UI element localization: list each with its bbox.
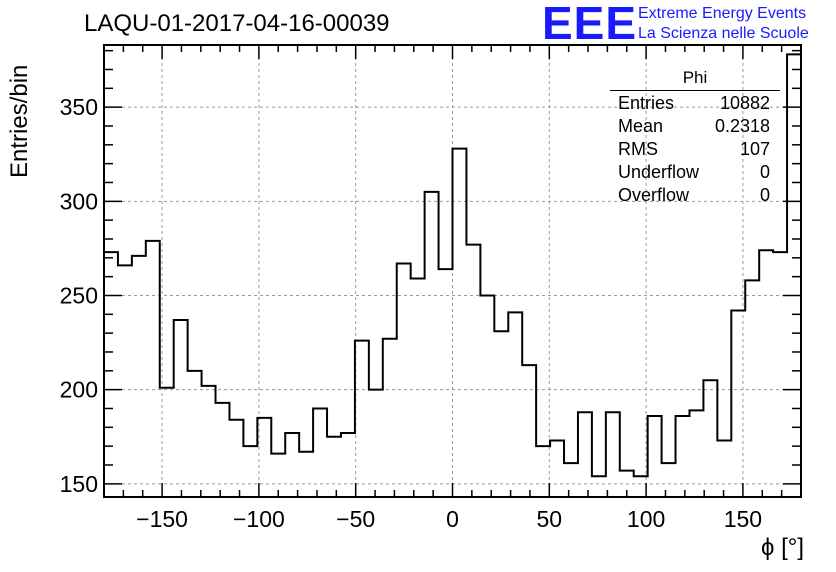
y-tick-label: 200 [60, 377, 98, 403]
stats-box-title: Phi [610, 68, 780, 91]
axis-ticks [103, 45, 802, 497]
y-tick-labels: 150 200 250 300 350 [60, 94, 98, 497]
stats-label: Mean [618, 116, 664, 136]
stats-value: 10882 [719, 93, 770, 113]
x-tick-label: −50 [336, 506, 375, 532]
stats-label: Underflow [618, 162, 700, 182]
stats-value: 107 [739, 139, 770, 159]
x-axis-label: ϕ [°] [760, 534, 804, 561]
y-axis-label: Entries/bin [6, 64, 33, 178]
logo-caption-line1: Extreme Energy Events [638, 5, 807, 22]
y-tick-label: 150 [60, 471, 98, 497]
y-tick-label: 250 [60, 282, 98, 308]
eee-logo: EEE [542, 0, 638, 49]
stats-row: Overflow 0 [610, 185, 780, 208]
stats-value: 0 [759, 162, 770, 182]
stats-label: Overflow [618, 185, 690, 205]
histogram-line [104, 53, 801, 478]
stats-label: Entries [618, 93, 675, 113]
stats-row: RMS 107 [610, 139, 780, 162]
x-tick-label: 0 [446, 506, 459, 532]
x-tick-label: −150 [136, 506, 188, 532]
x-tick-labels: −150 −100 −50 0 50 100 150 [136, 506, 762, 532]
plot-title: LAQU-01-2017-04-16-00039 [84, 10, 390, 37]
stats-row: Entries 10882 [610, 93, 780, 116]
x-tick-label: 100 [627, 506, 665, 532]
stats-value: 0 [759, 185, 770, 205]
x-tick-label: 50 [537, 506, 563, 532]
stats-row: Mean 0.2318 [610, 116, 780, 139]
stats-value: 0.2318 [714, 116, 770, 136]
logo-caption-line2: La Scienza nelle Scuole [638, 25, 809, 42]
x-tick-label: 150 [724, 506, 762, 532]
x-tick-label: −100 [233, 506, 285, 532]
stats-label: RMS [618, 139, 658, 159]
stats-row: Underflow 0 [610, 162, 780, 185]
y-tick-label: 350 [60, 94, 98, 120]
stats-box: Phi Entries 10882 Mean 0.2318 RMS 107 Under… [610, 68, 780, 208]
y-tick-label: 300 [60, 188, 98, 214]
